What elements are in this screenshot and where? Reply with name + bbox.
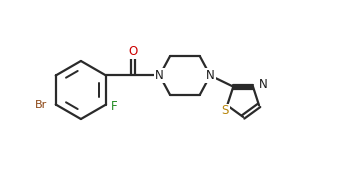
Text: N: N <box>155 69 164 82</box>
Text: F: F <box>111 100 117 113</box>
Text: N: N <box>206 69 215 82</box>
Text: Br: Br <box>35 100 48 109</box>
Text: N: N <box>258 78 267 91</box>
Text: S: S <box>222 104 229 118</box>
Text: O: O <box>128 45 137 58</box>
